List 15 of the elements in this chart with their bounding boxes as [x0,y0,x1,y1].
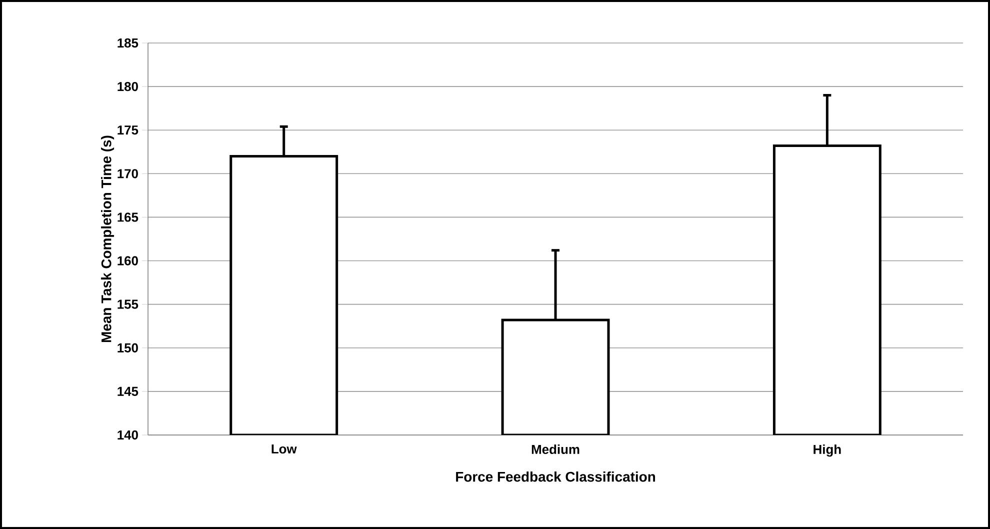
y-tick-label: 155 [118,300,138,309]
y-axis-title: Mean Task Completion Time (s) [101,136,114,342]
y-tick-label: 180 [118,82,138,92]
y-tick-label: 165 [118,212,138,222]
y-tick-label: 185 [118,38,138,48]
y-tick-label: 145 [118,386,138,396]
y-tick-label: 170 [118,169,138,178]
y-tick-label: 150 [118,343,138,352]
y-tick-label: 140 [118,430,138,440]
x-tick-label: High [814,444,841,457]
x-tick-label: Low [272,444,297,454]
y-tick-label: 175 [118,126,138,135]
y-tick-label: 160 [118,256,138,266]
x-axis-title: Force Feedback Classification [456,471,656,482]
x-tick-label: Medium [532,444,580,454]
